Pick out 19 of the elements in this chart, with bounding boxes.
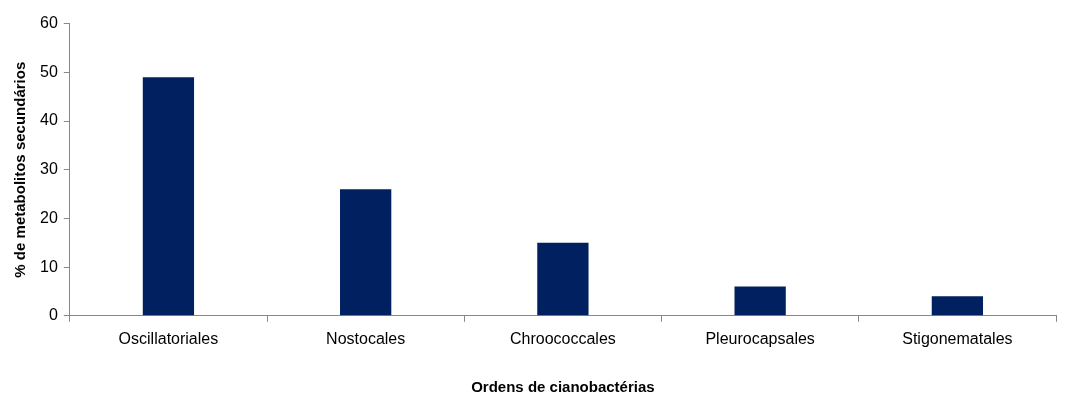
y-tick-label: 0 — [48, 306, 58, 324]
y-axis-title: % de metabolitos secundários — [11, 61, 29, 278]
bar — [142, 77, 195, 316]
bar — [931, 296, 984, 316]
x-tick-label: Pleurocapsales — [705, 329, 815, 347]
bar — [537, 242, 589, 316]
x-tick-label: Nostocales — [326, 329, 406, 347]
y-tick-label: 60 — [40, 14, 58, 32]
y-tick-label: 30 — [40, 160, 58, 178]
x-tick-label: Oscillatoriales — [118, 329, 219, 347]
x-tick-label: Stigonematales — [902, 329, 1013, 347]
bar — [734, 286, 786, 316]
y-tick-label: 20 — [40, 208, 58, 226]
y-tick-label: 50 — [40, 62, 58, 80]
y-tick-label: 40 — [40, 111, 58, 129]
x-tick-label: Chroococcales — [509, 329, 616, 347]
x-axis-title: Ordens de cianobactérias — [471, 378, 655, 396]
y-tick-label: 10 — [40, 257, 58, 275]
bar — [340, 189, 392, 316]
